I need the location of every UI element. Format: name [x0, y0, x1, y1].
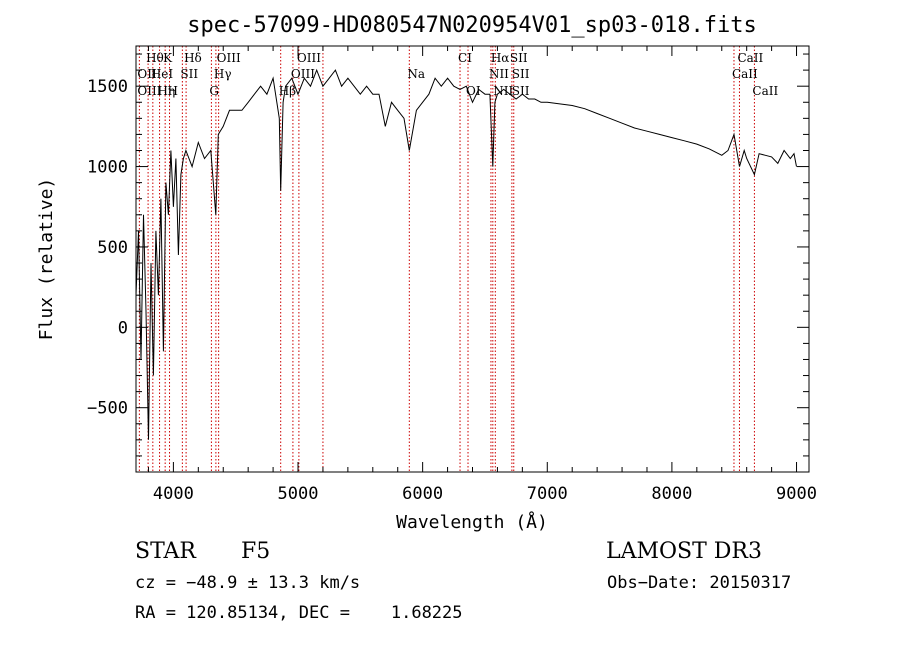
line-label: OIII: [137, 84, 161, 98]
x-tick-label: 6000: [402, 484, 443, 504]
x-tick-label: 4000: [153, 484, 194, 504]
y-axis-label: Flux (relative): [36, 178, 57, 341]
line-label: Hη: [158, 84, 176, 98]
line-label: Na: [407, 67, 425, 81]
line-label: SII: [510, 51, 528, 65]
x-axis: 4000 5000 6000 7000 8000 9000: [147, 46, 817, 504]
redshift-cz: cz = −48.9 ± 13.3 km/s: [135, 573, 361, 593]
line-label: NII: [493, 84, 513, 98]
line-label: OIII: [297, 51, 321, 65]
line-label: CaII: [737, 51, 763, 65]
y-axis: −500 0 500 1000 1500: [87, 53, 809, 473]
line-label: Hα: [491, 51, 510, 65]
line-label: Hθ: [146, 51, 164, 65]
x-tick-label: 9000: [776, 484, 817, 504]
object-type: STAR: [135, 539, 196, 564]
y-tick-label: 1000: [87, 158, 128, 178]
spectral-subclass: F5: [241, 539, 271, 564]
line-label: SII: [512, 84, 530, 98]
line-markers: [138, 46, 755, 472]
line-label: OIII: [217, 51, 241, 65]
x-tick-label: 5000: [278, 484, 319, 504]
y-tick-label: 0: [118, 318, 128, 338]
x-axis-label: Wavelength (Å): [396, 511, 548, 533]
chart-title: spec-57099-HD080547N020954V01_sp03-018.f…: [187, 13, 757, 38]
line-label: Hδ: [184, 51, 202, 65]
line-label: K: [163, 51, 173, 65]
line-label: G: [209, 84, 219, 98]
line-label: CaII: [752, 84, 778, 98]
line-label: Hβ: [279, 84, 296, 98]
ra-dec: RA = 120.85134, DEC = 1.68225: [135, 603, 463, 623]
line-label: H: [168, 84, 178, 98]
line-label: NII: [489, 67, 509, 81]
line-label: OIII: [291, 67, 315, 81]
obs-date: Obs−Date: 20150317: [607, 573, 792, 593]
survey-name: LAMOST DR3: [606, 539, 762, 564]
x-tick-label: 8000: [651, 484, 692, 504]
line-label: SII: [180, 67, 198, 81]
line-label: HeI: [151, 67, 174, 81]
line-label: Hγ: [214, 67, 232, 81]
line-label: SII: [512, 67, 530, 81]
y-tick-label: 500: [97, 238, 128, 258]
spectrum-line: [135, 68, 797, 440]
y-tick-label: −500: [87, 399, 128, 419]
x-tick-label: 7000: [527, 484, 568, 504]
line-label: CI: [458, 51, 472, 65]
y-tick-label: 1500: [87, 77, 128, 97]
line-label: CaII: [732, 67, 758, 81]
line-label: OII: [137, 67, 157, 81]
